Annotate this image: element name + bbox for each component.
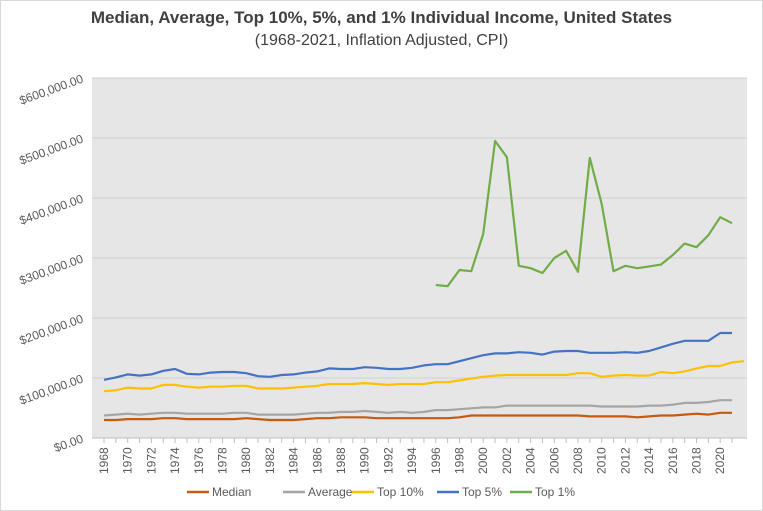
x-tick-label: 2002 — [500, 447, 514, 474]
legend-label-average: Average — [308, 485, 353, 499]
x-tick-label: 1980 — [239, 447, 253, 474]
x-tick-label: 2004 — [524, 447, 538, 474]
legend-label-median: Median — [212, 485, 251, 499]
x-tick-label: 1994 — [405, 447, 419, 474]
series-line-top-5- — [103, 331, 732, 381]
legend: Median Average Top 10% Top 5% Top 1% — [187, 485, 575, 499]
series-line-average — [103, 399, 732, 417]
x-tick-label: 2008 — [571, 447, 585, 474]
x-tick-label: 2000 — [476, 447, 490, 474]
y-tick-label: $0.00 — [52, 432, 85, 456]
x-tick-label: 1982 — [263, 447, 277, 474]
x-tick-label: 1970 — [121, 447, 135, 474]
y-tick-label: $600,000.00 — [18, 72, 86, 108]
x-tick-label: 1990 — [358, 447, 372, 474]
legend-label-top-10-: Top 10% — [377, 485, 424, 499]
legend-label-top-1-: Top 1% — [535, 485, 575, 499]
x-tick-label: 1978 — [216, 447, 230, 474]
y-tick-label: $400,000.00 — [18, 192, 86, 228]
y-tick-label: $200,000.00 — [18, 312, 86, 348]
x-tick-label: 2012 — [618, 447, 632, 474]
legend-label-top-5-: Top 5% — [462, 485, 502, 499]
axes: $0.00 $100,000.00 $200,000.00 $300,000.00 $4… — [18, 72, 747, 474]
series-line-median — [104, 411, 732, 422]
x-tick-label: 2014 — [642, 447, 656, 474]
x-tick-label: 2010 — [595, 447, 609, 474]
series-line-top-1- — [435, 139, 733, 288]
x-tick-label: 1998 — [453, 447, 467, 474]
x-tick-label: 1996 — [429, 447, 443, 474]
x-tick-label: 1988 — [334, 447, 348, 474]
x-tick-label: 2006 — [547, 447, 561, 474]
chart-subtitle: (1968-2021, Inflation Adjusted, CPI) — [254, 32, 509, 49]
y-tick-label: $300,000.00 — [18, 252, 86, 288]
x-tick-label: 1986 — [310, 447, 324, 474]
series-lines — [103, 139, 745, 422]
chart-title: Median, Average, Top 10%, 5%, and 1% Ind… — [90, 8, 673, 27]
series-line-top-10- — [103, 360, 745, 393]
x-tick-label: 2020 — [713, 447, 727, 474]
x-tick-label: 1968 — [97, 447, 111, 474]
x-tick-label: 1992 — [381, 447, 395, 474]
x-tick-label: 2016 — [666, 447, 680, 474]
x-tick-label: 1976 — [192, 447, 206, 474]
x-tick-label: 1972 — [144, 447, 158, 474]
x-tick-label: 1974 — [168, 447, 182, 474]
x-tick-label: 2018 — [690, 447, 704, 474]
y-tick-label: $100,000.00 — [18, 372, 86, 408]
y-tick-label: $500,000.00 — [18, 132, 86, 168]
x-tick-label: 1984 — [287, 447, 301, 474]
